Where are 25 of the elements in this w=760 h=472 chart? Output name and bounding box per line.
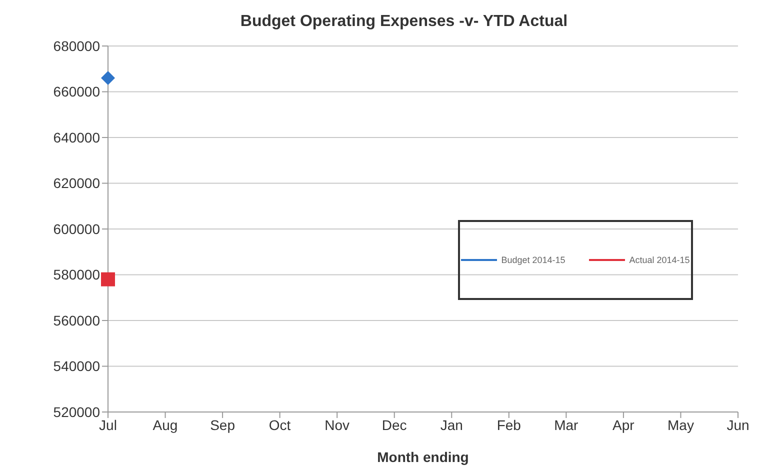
y-tick-label: 520000 — [53, 404, 100, 420]
x-tick-label: Dec — [382, 416, 407, 433]
x-tick-label: Jan — [440, 416, 463, 433]
y-tick-label: 560000 — [53, 312, 100, 328]
x-tick-label: Mar — [554, 416, 579, 433]
y-tick-label: 580000 — [53, 266, 100, 283]
x-tick-label: Feb — [496, 416, 522, 433]
x-axis-title: Month ending — [377, 449, 469, 465]
x-tick-label: Jul — [99, 416, 117, 433]
chart-title: Budget Operating Expenses -v- YTD Actual — [239, 12, 569, 32]
legend-label: Budget 2014-15 — [501, 255, 566, 265]
x-tick-label: Nov — [324, 416, 350, 433]
x-tick-label: Apr — [612, 416, 635, 433]
x-tick-label: Oct — [268, 416, 291, 433]
y-tick-label: 600000 — [53, 220, 100, 237]
y-tick-label: 660000 — [53, 84, 100, 100]
y-tick-label: 640000 — [53, 129, 100, 146]
x-tick-label: Jun — [726, 416, 750, 433]
x-tick-label: Aug — [152, 416, 178, 433]
y-tick-label: 540000 — [53, 358, 100, 374]
y-tick-label: 620000 — [53, 175, 100, 192]
x-tick-label: Sep — [210, 416, 236, 433]
legend-label: Actual 2014-15 — [629, 255, 690, 265]
y-tick-label: 680000 — [53, 38, 100, 54]
x-tick-label: May — [668, 416, 694, 433]
